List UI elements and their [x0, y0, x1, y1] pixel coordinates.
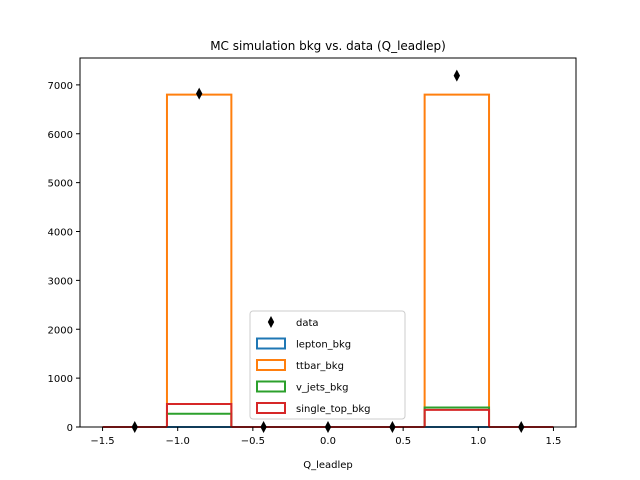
x-tick-label: −1.0 — [166, 436, 190, 447]
histogram-bin — [165, 93, 233, 427]
legend-item: lepton_bkg — [256, 337, 351, 351]
legend-item: single_top_bkg — [256, 402, 370, 415]
legend-swatch — [256, 359, 286, 371]
legend-swatch — [256, 337, 286, 350]
data-point — [453, 69, 461, 82]
y-tick-label: 5000 — [48, 179, 73, 190]
legend-swatch — [256, 402, 286, 414]
legend-swatch — [256, 380, 286, 393]
y-tick-label: 3000 — [48, 276, 73, 287]
histogram-bin — [165, 403, 233, 427]
x-axis: −1.5 −1.0 −0.5 0.0 0.5 1.0 1.5 — [90, 427, 561, 447]
series-data — [131, 69, 525, 433]
x-tick-label: 0.0 — [320, 436, 336, 447]
y-tick-label: 2000 — [48, 325, 73, 336]
legend-item: v_jets_bkg — [256, 380, 348, 394]
histogram-bin — [165, 412, 233, 427]
histogram-bin — [423, 408, 491, 427]
legend-label: data — [296, 318, 319, 329]
y-tick-label: 4000 — [48, 228, 73, 239]
histogram-bin — [423, 93, 491, 427]
x-tick-label: 0.5 — [395, 436, 411, 447]
legend: data lepton_bkg ttbar_bkg v_jets_bkg single_… — [249, 310, 406, 420]
y-tick-label: 0 — [67, 423, 73, 434]
legend-label: v_jets_bkg — [296, 383, 348, 394]
y-tick-label: 6000 — [48, 130, 73, 141]
x-tick-label: 1.0 — [470, 436, 486, 447]
x-tick-label: 1.5 — [546, 436, 562, 447]
x-tick-label: −1.5 — [90, 436, 114, 447]
y-axis: 0 1000 2000 3000 4000 5000 6000 7000 — [48, 81, 80, 434]
legend-label: lepton_bkg — [296, 340, 351, 351]
y-tick-label: 7000 — [48, 81, 73, 92]
legend-item: ttbar_bkg — [256, 359, 344, 372]
legend-marker — [267, 316, 275, 328]
x-axis-title: Q_leadlep — [303, 460, 353, 471]
legend-label: single_top_bkg — [296, 404, 370, 415]
y-tick-label: 1000 — [48, 374, 73, 385]
legend-item: data — [267, 316, 319, 329]
x-tick-label: −0.5 — [241, 436, 265, 447]
legend-box — [249, 310, 406, 420]
legend-label: ttbar_bkg — [296, 361, 344, 372]
chart-title: MC simulation bkg vs. data (Q_leadlep) — [210, 39, 446, 53]
data-point — [195, 87, 203, 100]
